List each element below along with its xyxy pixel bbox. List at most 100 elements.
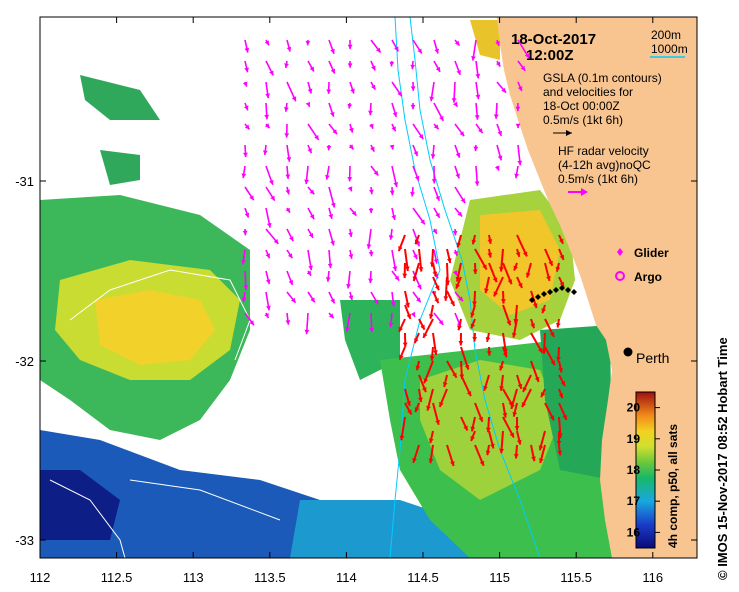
gsla-vector-head (265, 253, 271, 259)
gsla-vector-head (456, 69, 461, 75)
y-axis: -31 -32 -33 (15, 174, 697, 548)
gsla-legend-line2: and velocities for (543, 85, 633, 99)
gsla-vector-head (241, 259, 246, 265)
y-tick-label: -32 (15, 354, 34, 369)
x-tick-label: 113.5 (254, 570, 286, 585)
gsla-vector-field (241, 39, 530, 335)
colorbar-tick-label: 20 (627, 401, 641, 415)
isobath-1000m (389, 17, 441, 558)
hf-vector-head (512, 411, 518, 417)
hf-vector-head (472, 336, 478, 342)
gsla-vector-head (391, 126, 396, 132)
hf-vector-head (433, 350, 438, 355)
hf-vector-head (555, 322, 561, 328)
hf-vector-head (423, 378, 429, 384)
gsla-vector-head (289, 236, 294, 242)
gsla-vector-head (520, 65, 526, 71)
hf-vector-head (418, 266, 424, 272)
gsla-vector-head (413, 151, 419, 157)
gsla-vector-head (475, 73, 481, 79)
hf-vector-head (560, 380, 565, 386)
hf-vector-head (513, 265, 518, 271)
hf-vector-head (510, 404, 515, 409)
gsla-vector-head (410, 86, 416, 91)
hf-vector-head (538, 347, 543, 353)
hf-vector-head (466, 391, 472, 397)
gsla-vector-head (350, 88, 355, 94)
hf-vector-head (399, 435, 405, 441)
gsla-vector-head (284, 63, 289, 68)
gsla-vector-head (389, 61, 395, 67)
hf-vector-head (518, 282, 523, 288)
hf-vector-head (398, 246, 403, 252)
gsla-vector-head (433, 258, 439, 264)
argo-legend-label: Argo (634, 270, 662, 284)
gsla-vector-head (347, 176, 353, 182)
gsla-vector-head (457, 211, 463, 217)
hf-vector-head (432, 271, 438, 277)
gsla-vector-head (420, 219, 425, 225)
isobath-200m (409, 17, 541, 558)
gsla-vector-head (439, 115, 444, 121)
gsla-vector-head (455, 152, 461, 158)
gsla-vector-head (244, 47, 250, 53)
gsla-vector-head (285, 207, 291, 213)
colorbar-tick-label: 18 (627, 463, 641, 477)
hf-vector-head (539, 458, 544, 464)
gsla-vector-head (394, 46, 399, 52)
gsla-vector-head (417, 48, 422, 54)
map-date: 18-Oct-2017 (511, 31, 596, 48)
gsla-vector-head (348, 254, 354, 259)
gsla-vector-head (241, 297, 247, 303)
colorbar-ticks: 20 19 18 17 16 (627, 401, 660, 539)
hf-vector-head (506, 320, 512, 326)
hf-vector-head (456, 242, 462, 248)
gsla-vector-head (497, 155, 503, 161)
gsla-vector-head (266, 222, 272, 228)
gsla-vector-head (269, 70, 274, 76)
glider-position (571, 289, 577, 295)
gsla-vector-head (429, 96, 435, 102)
hf-vector-head (507, 279, 513, 285)
x-tick-label: 114.5 (407, 570, 439, 585)
gsla-vector-head (414, 175, 420, 181)
hf-vector-head (557, 450, 563, 456)
gsla-vector-head (244, 212, 250, 218)
hf-vector-head (499, 448, 504, 454)
gsla-vector-head (269, 179, 274, 185)
colorbar-label: 4h comp, p50, all sats (666, 424, 680, 548)
sst-field (40, 20, 612, 558)
gsla-vector-head (478, 128, 483, 134)
hf-vector-head (415, 365, 421, 371)
hf-vector-head (418, 397, 423, 403)
gsla-vector-head (328, 213, 334, 219)
hf-vector-head (482, 264, 487, 270)
hf-vector-head (513, 453, 519, 459)
gsla-vector-head (431, 179, 437, 184)
gsla-vector-head (524, 53, 530, 59)
hf-vector-head (434, 285, 440, 291)
hf-vector-head (450, 300, 455, 306)
gsla-vector-head (435, 195, 440, 201)
gsla-vector-head (413, 254, 418, 260)
gsla-vector-head (373, 299, 379, 305)
hf-vector-head (443, 296, 449, 301)
gsla-vector-head (410, 191, 415, 197)
gsla-vector-head (371, 65, 376, 71)
gsla-vector-head (388, 235, 394, 240)
gsla-vector-head (244, 67, 249, 73)
gsla-vector-head (290, 297, 296, 303)
hf-vector-head (548, 260, 553, 266)
gsla-vector-head (433, 124, 439, 130)
hf-vector-head (450, 461, 455, 467)
hf-vector-head (538, 445, 544, 451)
x-tick-label: 113 (183, 570, 204, 585)
hf-vector-head (478, 416, 483, 422)
gsla-vector-head (373, 170, 379, 176)
hf-vector-head (499, 386, 504, 391)
hf-vector-head (558, 393, 564, 399)
hf-vector-head (428, 313, 434, 319)
gsla-vector-head (494, 165, 500, 171)
gsla-vector-head (284, 133, 290, 138)
hf-vector-head (412, 276, 418, 282)
